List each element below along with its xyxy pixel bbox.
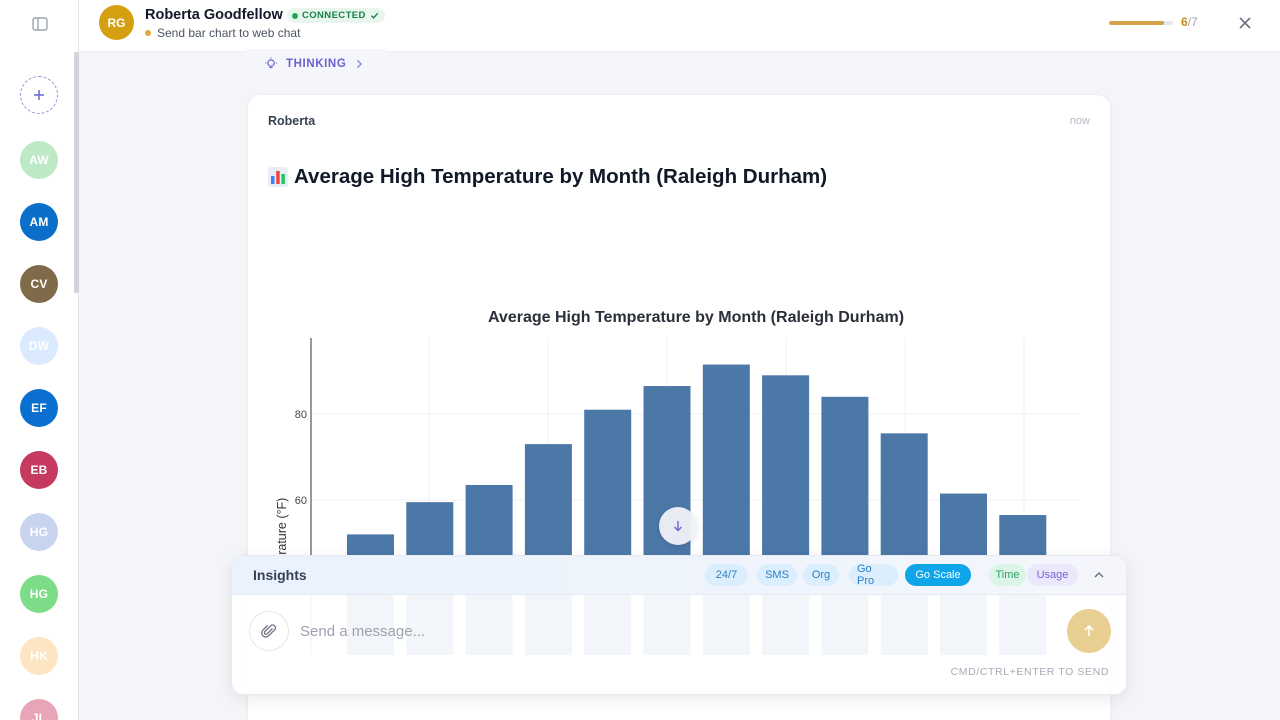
bar-chart-icon — [268, 167, 288, 187]
message-heading-text: Average High Temperature by Month (Ralei… — [294, 165, 828, 188]
progress-total: /7 — [1187, 15, 1198, 29]
message-input[interactable] — [300, 618, 1040, 644]
message-sender: Roberta — [268, 114, 316, 128]
chevron-up-icon — [1094, 571, 1104, 578]
insight-pill[interactable]: Org — [803, 564, 839, 586]
conversation-avatar[interactable]: AW — [20, 141, 58, 179]
progress-fill — [1109, 21, 1164, 25]
rail-scrollbar[interactable] — [74, 52, 79, 293]
attach-file-button[interactable] — [249, 611, 289, 651]
new-conversation-button[interactable] — [20, 76, 58, 114]
message-heading: Average High Temperature by Month (Ralei… — [268, 165, 827, 189]
contact-avatar: RG — [99, 5, 134, 40]
thinking-label: THINKING — [286, 57, 347, 70]
progress-bar — [1109, 21, 1173, 25]
conversation-avatar[interactable]: AM — [20, 203, 58, 241]
status-dot-icon — [292, 12, 298, 19]
chevron-right-icon — [357, 59, 363, 68]
insights-bar: Insights 24/7 SMS Org Go Pro Go Scale Time Usa… — [232, 556, 1126, 595]
send-button[interactable] — [1067, 609, 1111, 653]
task-dot-icon — [145, 30, 151, 36]
conversation-rail: AW AM CV DW EF EB HG HG HK JL — [0, 0, 79, 720]
conversation-avatar[interactable]: DW — [20, 327, 58, 365]
collapse-insights-button[interactable] — [1090, 566, 1108, 584]
chart-title: Average High Temperature by Month (Ralei… — [488, 309, 904, 326]
conversation-avatar[interactable]: EF — [20, 389, 58, 427]
sidebar-toggle-icon[interactable] — [31, 15, 49, 33]
insight-pill[interactable]: Time — [989, 564, 1026, 586]
status-label: CONNECTED — [302, 10, 366, 21]
status-badge: CONNECTED — [287, 8, 385, 23]
progress-current: 6 — [1181, 15, 1188, 29]
conversation-avatar[interactable]: HG — [20, 575, 58, 613]
message-composer: Insights 24/7 SMS Org Go Pro Go Scale Time Usa… — [231, 555, 1127, 695]
close-icon — [1239, 17, 1251, 29]
contact-name: Roberta Goodfellow — [145, 7, 283, 23]
close-button[interactable] — [1236, 14, 1254, 32]
conversation-avatar[interactable]: JL — [20, 699, 58, 720]
insight-pill[interactable]: Go Pro — [849, 563, 898, 587]
message-time: now — [1069, 115, 1090, 127]
send-shortcut-hint: CMD/CTRL+ENTER TO SEND — [950, 666, 1109, 678]
y-tick-label: 60 — [295, 495, 307, 507]
insight-pill[interactable]: Go Scale — [905, 564, 971, 586]
chat-header: RG Roberta Goodfellow CONNECTED Send bar… — [79, 0, 1280, 52]
thinking-toggle[interactable]: THINKING — [246, 49, 386, 78]
check-icon — [370, 12, 379, 19]
insights-label: Insights — [253, 567, 307, 583]
plus-icon — [34, 90, 44, 100]
conversation-avatar[interactable]: HG — [20, 513, 58, 551]
conversation-avatar[interactable]: HK — [20, 637, 58, 675]
insight-pill[interactable]: 24/7 — [705, 564, 748, 586]
insight-pill[interactable]: SMS — [757, 564, 797, 586]
paperclip-icon — [261, 624, 277, 638]
arrow-down-icon — [673, 521, 683, 532]
task-status: Send bar chart to web chat — [145, 26, 300, 40]
lightbulb-icon — [265, 57, 277, 68]
conversation-avatar[interactable]: CV — [20, 265, 58, 303]
conversation-avatar[interactable]: EB — [20, 451, 58, 489]
scroll-to-bottom-button[interactable] — [659, 507, 697, 545]
y-tick-label: 80 — [295, 409, 307, 421]
arrow-up-icon — [1084, 624, 1094, 636]
progress-count: 6/7 — [1181, 15, 1198, 29]
task-label: Send bar chart to web chat — [157, 26, 301, 40]
insight-pill[interactable]: Usage — [1027, 564, 1078, 586]
